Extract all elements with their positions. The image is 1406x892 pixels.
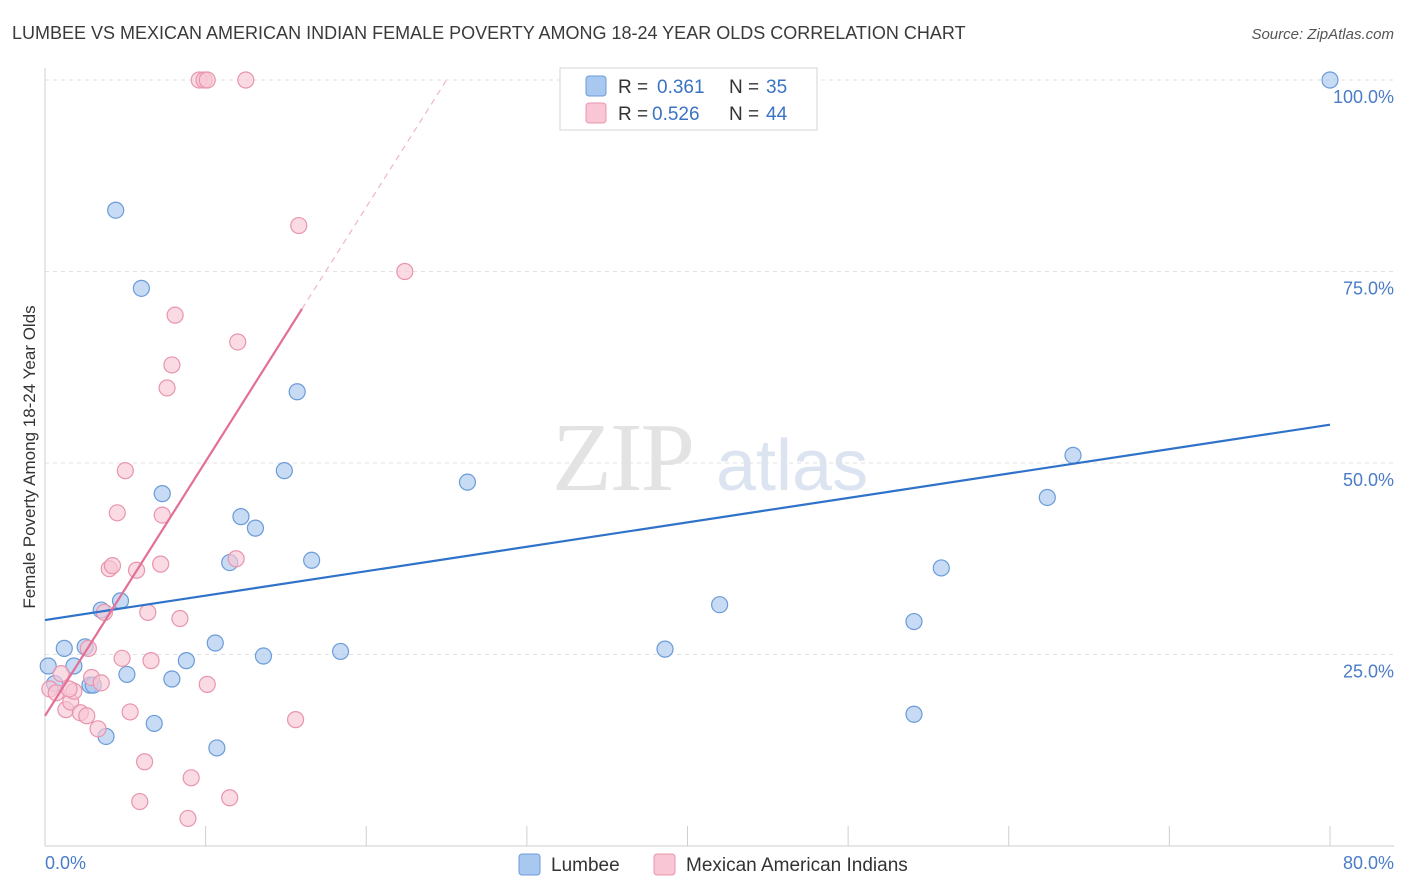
point-mexican-18	[116, 462, 134, 480]
point-lumbee-25	[303, 551, 321, 569]
point-lumbee-28	[656, 640, 674, 658]
point-lumbee-9	[107, 201, 125, 219]
legend-n-value-lumbee: 35	[766, 77, 787, 98]
point-mexican-39	[229, 333, 247, 351]
point-lumbee-15	[163, 670, 181, 688]
point-mexican-35	[198, 71, 216, 89]
point-mexican-23	[131, 792, 149, 811]
series-legend: Lumbee Mexican American Indians	[518, 853, 908, 876]
point-mexican-25	[152, 555, 170, 573]
point-lumbee-11	[118, 665, 136, 684]
point-mexican-27	[158, 379, 176, 397]
point-mexican-43	[396, 262, 414, 281]
trend-line-mexican-extension	[301, 79, 448, 310]
point-mexican-22	[139, 603, 157, 621]
x-tick-label-min: 0.0%	[45, 853, 86, 873]
point-mexican-16	[108, 504, 126, 522]
trend-line-mexican	[44, 308, 303, 717]
point-mexican-19	[121, 703, 139, 721]
bottom-legend-swatch-mexican	[653, 853, 676, 876]
point-mexican-24	[142, 652, 160, 670]
point-lumbee-13	[145, 714, 163, 733]
watermark-zip: ZIP	[552, 404, 693, 512]
point-mexican-6	[60, 680, 78, 698]
point-mexican-40	[237, 71, 255, 89]
point-lumbee-26	[331, 642, 350, 661]
x-tick-label-max: 80.0%	[1343, 853, 1394, 873]
x-ticks	[44, 826, 1331, 846]
point-lumbee-21	[246, 519, 265, 537]
y-tick-label-100: 100.0%	[1333, 87, 1394, 107]
legend-r-label-lumbee: R =	[618, 77, 648, 98]
point-lumbee-16	[177, 652, 195, 670]
point-mexican-21	[135, 753, 154, 771]
point-mexican-8	[78, 707, 96, 725]
point-lumbee-32	[932, 559, 950, 577]
point-mexican-17	[113, 649, 131, 667]
point-lumbee-14	[153, 485, 171, 503]
point-mexican-31	[179, 809, 197, 828]
point-mexican-29	[166, 306, 184, 324]
point-mexican-42	[290, 216, 308, 235]
chart-title: LUMBEE VS MEXICAN AMERICAN INDIAN FEMALE…	[12, 23, 966, 43]
point-mexican-37	[221, 789, 239, 807]
y-tick-label-25: 25.0%	[1343, 662, 1394, 682]
point-lumbee-2	[55, 639, 73, 657]
point-lumbee-0	[39, 657, 57, 675]
bottom-legend-label-lumbee: Lumbee	[551, 855, 620, 876]
legend-swatch-mexican-american-indians	[585, 102, 607, 124]
point-mexican-36	[198, 675, 216, 693]
y-axis-title: Female Poverty Among 18-24 Year Olds	[20, 305, 39, 608]
legend-swatch-lumbee	[585, 75, 607, 97]
bottom-legend-swatch-lumbee	[518, 853, 541, 876]
point-lumbee-33	[1038, 488, 1056, 507]
point-lumbee-27	[458, 473, 477, 491]
y-tick-label-50: 50.0%	[1343, 470, 1394, 490]
point-lumbee-12	[132, 279, 150, 297]
point-lumbee-20	[232, 508, 250, 526]
stats-legend: R = 0.361 N = 35 R = 0.526 N = 44	[559, 67, 818, 131]
point-mexican-26	[153, 506, 171, 524]
point-mexican-38	[227, 550, 245, 568]
point-mexican-30	[171, 609, 189, 628]
bottom-legend-label-mexican: Mexican American Indians	[686, 855, 908, 876]
point-mexican-41	[286, 711, 305, 729]
point-lumbee-34	[1064, 446, 1082, 464]
legend-n-label-mexican: N =	[729, 104, 759, 125]
point-mexican-32	[182, 769, 200, 787]
point-lumbee-22	[254, 647, 273, 665]
y-tick-label-75: 75.0%	[1343, 279, 1394, 299]
trend-line-lumbee	[44, 423, 1331, 622]
y-tick-labels: 25.0% 50.0% 75.0% 100.0%	[1333, 87, 1394, 682]
point-lumbee-17	[208, 739, 226, 757]
point-lumbee-29	[711, 596, 729, 614]
point-lumbee-18	[206, 634, 224, 652]
point-lumbee-24	[288, 383, 306, 401]
point-mexican-12	[92, 674, 110, 692]
legend-n-value-mexican: 44	[766, 104, 788, 125]
gridlines	[45, 79, 1394, 655]
legend-r-value-mexican: 0.526	[652, 104, 700, 125]
trend-lines	[44, 79, 1331, 717]
point-mexican-28	[163, 356, 181, 374]
point-mexican-2	[52, 665, 70, 683]
legend-r-label-mexican: R =	[618, 104, 648, 125]
watermark-atlas: atlas	[716, 426, 868, 506]
point-lumbee-35	[1321, 71, 1339, 89]
point-lumbee-30	[905, 612, 923, 631]
data-points	[39, 71, 1339, 828]
legend-r-value-lumbee: 0.361	[657, 77, 705, 98]
point-lumbee-23	[275, 462, 293, 480]
legend-n-label-lumbee: N =	[729, 77, 759, 98]
point-lumbee-31	[905, 705, 923, 723]
point-mexican-11	[89, 720, 107, 738]
chart-source: Source: ZipAtlas.com	[1251, 26, 1394, 43]
point-mexican-15	[103, 557, 122, 575]
